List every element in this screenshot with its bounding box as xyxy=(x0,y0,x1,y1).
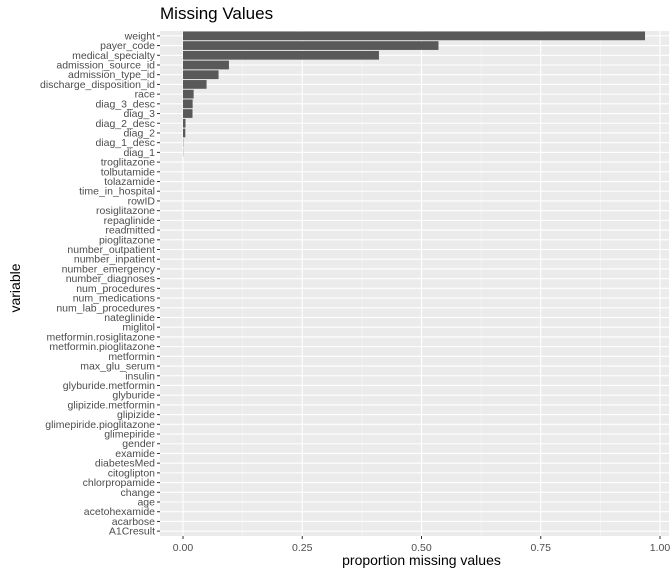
y-tick-label: tolazamide xyxy=(104,176,155,188)
y-tick-label: acarbose xyxy=(112,516,155,528)
y-tick-label: medical_specialty xyxy=(72,50,156,62)
y-tick-label: insulin xyxy=(125,370,155,382)
y-axis-label-wrap: variable xyxy=(0,0,30,576)
y-tick-label: glyburide xyxy=(112,390,155,402)
y-tick-label: gender xyxy=(122,438,155,450)
y-tick-label: number_outpatient xyxy=(67,244,155,256)
x-axis-label: proportion missing values xyxy=(342,552,501,568)
y-tick-label: citoglipton xyxy=(108,467,155,479)
y-tick-label: number_inpatient xyxy=(74,254,155,266)
bar xyxy=(183,80,207,89)
y-axis-label: variable xyxy=(7,263,23,313)
y-tick-label: max_glu_serum xyxy=(80,361,155,373)
bar xyxy=(183,50,379,60)
y-tick-label: glipizide.metformin xyxy=(67,399,155,411)
y-tick-label: number_diagnoses xyxy=(66,273,155,285)
y-tick-label: age xyxy=(137,497,155,509)
chart-title: Missing Values xyxy=(160,4,274,23)
y-tick-label: metformin.pioglitazone xyxy=(49,341,155,353)
y-tick-label: readmitted xyxy=(105,225,155,237)
y-tick-label: rowID xyxy=(128,195,156,207)
y-tick-label: race xyxy=(135,89,156,101)
y-tick-label: diag_2 xyxy=(123,127,155,139)
y-tick-label: rosiglitazone xyxy=(96,205,155,217)
y-tick-label: glimepiride.pioglitazone xyxy=(45,419,155,431)
y-tick-label: num_procedures xyxy=(76,283,155,295)
bar xyxy=(183,41,439,50)
bar xyxy=(183,60,229,70)
y-tick-label: diag_2_desc xyxy=(95,118,155,130)
y-tick-label: diabetesMed xyxy=(95,458,155,470)
y-tick-label: miglitol xyxy=(122,322,155,334)
y-tick-label: diag_1_desc xyxy=(95,137,155,149)
y-tick-label: metformin.rosiglitazone xyxy=(46,331,155,343)
y-tick-label: metformin xyxy=(108,351,155,363)
y-tick-label: num_medications xyxy=(73,293,155,305)
y-tick-label: repaglinide xyxy=(104,215,156,227)
x-tick-label: 0.75 xyxy=(531,542,552,554)
bar xyxy=(183,128,186,138)
y-tick-label: admission_type_id xyxy=(68,69,155,81)
y-tick-label: acetohexamide xyxy=(84,506,155,518)
y-tick-label: change xyxy=(121,487,156,499)
y-tick-label: number_emergency xyxy=(62,263,156,275)
y-tick-label: diag_1 xyxy=(123,147,155,159)
bar xyxy=(183,109,193,118)
y-tick-label: admission_source_id xyxy=(56,59,155,71)
plot-panel xyxy=(160,31,669,536)
x-tick-label: 1.00 xyxy=(650,542,671,554)
y-tick-label: examide xyxy=(115,448,155,460)
x-tick-label: 0.25 xyxy=(292,542,313,554)
y-tick-label: diag_3_desc xyxy=(95,98,155,110)
y-tick-label: nateglinide xyxy=(104,312,155,324)
bar xyxy=(183,99,193,109)
y-tick-label: glimepiride xyxy=(104,429,155,441)
y-tick-label: num_lab_procedures xyxy=(56,302,155,314)
x-tick-label: 0.50 xyxy=(411,542,432,554)
y-tick-label: tolbutamide xyxy=(101,166,155,178)
y-tick-label: glipizide xyxy=(117,409,155,421)
y-tick-label: pioglitazone xyxy=(99,234,155,246)
bar xyxy=(183,118,186,128)
y-tick-label: troglitazone xyxy=(101,157,155,169)
y-tick-label: discharge_disposition_id xyxy=(40,79,155,91)
y-tick-label: payer_code xyxy=(100,40,155,52)
y-tick-label: weight xyxy=(124,30,155,42)
y-tick-label: glyburide.metformin xyxy=(63,380,155,392)
y-tick-label: chlorpropamide xyxy=(83,477,156,489)
bar xyxy=(183,31,646,41)
bar xyxy=(183,70,219,80)
x-tick-label: 0.00 xyxy=(173,542,194,554)
y-tick-label: diag_3 xyxy=(123,108,155,120)
y-tick-label: time_in_hospital xyxy=(79,186,155,198)
bar xyxy=(183,89,194,99)
y-tick-label: A1Cresult xyxy=(109,526,155,538)
